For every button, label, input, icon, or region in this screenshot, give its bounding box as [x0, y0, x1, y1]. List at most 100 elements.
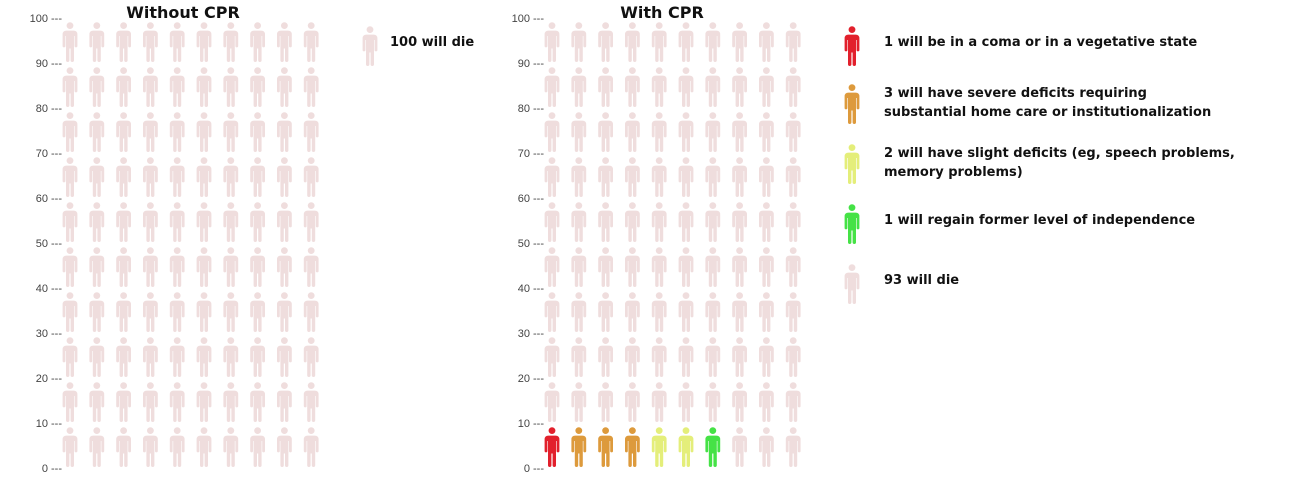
person-icon-die	[143, 382, 158, 422]
person-icon-die	[625, 202, 640, 242]
y-tick-label: 10 ---	[36, 418, 63, 430]
person-icon-die	[116, 247, 131, 287]
person-icon-die	[303, 247, 319, 287]
person-icon-die	[143, 67, 158, 107]
person-icon-die	[169, 112, 185, 152]
person-icon-die	[785, 22, 801, 62]
person-icon-die	[223, 427, 239, 467]
person-icon-die	[651, 67, 667, 107]
person-icon-die	[759, 157, 774, 197]
person-icon-die	[732, 337, 747, 377]
person-icon-die	[303, 22, 319, 62]
person-icon-die	[62, 22, 78, 62]
person-icon-die	[785, 382, 801, 422]
y-tick-label: 60 ---	[518, 193, 545, 205]
person-icon-die	[116, 202, 131, 242]
person-icon-die	[116, 67, 131, 107]
person-icon-die	[62, 382, 78, 422]
person-icon-severe	[571, 427, 587, 467]
person-icon-die	[62, 67, 78, 107]
person-icon-die	[89, 427, 105, 467]
person-icon-die	[196, 337, 212, 377]
person-icon-die	[598, 247, 613, 287]
person-icon-die	[705, 292, 721, 332]
person-icon-die	[571, 67, 587, 107]
person-icon-die	[250, 112, 265, 152]
person-icon-die	[571, 247, 587, 287]
person-icon-die	[277, 202, 292, 242]
person-icon-die	[571, 22, 587, 62]
person-icon-die	[62, 427, 78, 467]
person-icon-die	[705, 22, 721, 62]
person-icon-die	[250, 337, 265, 377]
person-icon-die	[196, 382, 212, 422]
person-icon-die	[196, 157, 212, 197]
person-icon-die	[759, 247, 774, 287]
y-tick-label: 40 ---	[518, 283, 545, 295]
y-tick-label: 100 ---	[512, 13, 545, 25]
person-icon-die	[143, 22, 158, 62]
person-icon-die	[678, 22, 694, 62]
person-icon-die	[196, 202, 212, 242]
person-icon-die	[62, 157, 78, 197]
y-tick-label: 20 ---	[518, 373, 545, 385]
with-cpr-chart: With CPR 0 --- 10 --- 20 --- 30 --- 40 --- 50 …	[512, 3, 801, 475]
person-icon-die	[732, 22, 747, 62]
person-icon-die	[598, 112, 613, 152]
person-icon-die	[844, 264, 860, 304]
person-icon-die	[625, 247, 640, 287]
person-icon-die	[544, 247, 560, 287]
person-icon-die	[544, 157, 560, 197]
person-icon-slight	[678, 427, 694, 467]
person-icon-die	[759, 112, 774, 152]
person-icon-die	[785, 292, 801, 332]
person-icon-die	[250, 292, 265, 332]
person-icon-die	[143, 337, 158, 377]
person-icon-die	[625, 382, 640, 422]
y-tick-label: 0 ---	[42, 463, 63, 475]
person-icon-die	[785, 67, 801, 107]
person-icon-die	[89, 247, 105, 287]
person-icon-die	[62, 202, 78, 242]
person-icon-die	[598, 157, 613, 197]
person-icon-die	[277, 112, 292, 152]
person-icon-slight	[844, 144, 860, 184]
person-icon-die	[116, 112, 131, 152]
y-tick-label: 50 ---	[36, 238, 63, 250]
chart-title: With CPR	[620, 3, 704, 22]
person-icon-independent	[705, 427, 721, 467]
legend-label: 100 will die	[390, 35, 475, 50]
person-icon-die	[759, 292, 774, 332]
person-icon-severe	[598, 427, 613, 467]
person-icon-die	[196, 22, 212, 62]
person-icon-die	[651, 337, 667, 377]
person-icon-die	[223, 382, 239, 422]
y-tick-label: 20 ---	[36, 373, 63, 385]
person-icon-die	[678, 67, 694, 107]
person-icon-die	[89, 202, 105, 242]
person-icon-die	[277, 337, 292, 377]
person-icon-die	[169, 382, 185, 422]
y-tick-label: 60 ---	[36, 193, 63, 205]
person-icon-die	[705, 67, 721, 107]
person-icon-die	[62, 247, 78, 287]
person-icon-die	[169, 337, 185, 377]
person-icon-die	[62, 112, 78, 152]
person-icon-die	[223, 247, 239, 287]
person-icon-die	[544, 202, 560, 242]
person-icon-die	[196, 427, 212, 467]
person-icon-die	[116, 157, 131, 197]
person-icon-die	[678, 292, 694, 332]
person-icon-die	[785, 202, 801, 242]
person-icon-die	[759, 22, 774, 62]
person-icon-die	[651, 202, 667, 242]
person-icon-die	[303, 292, 319, 332]
person-icon-die	[362, 26, 378, 66]
person-icon-severe	[625, 427, 640, 467]
legend-label: 2 will have slight deficits (eg, speech …	[884, 146, 1235, 180]
person-icon-die	[116, 337, 131, 377]
person-icon-die	[223, 337, 239, 377]
without-cpr-chart: Without CPR 0 --- 10 --- 20 --- 30 --- 40 ---…	[30, 3, 319, 475]
person-icon-die	[223, 112, 239, 152]
person-icon-die	[732, 427, 747, 467]
